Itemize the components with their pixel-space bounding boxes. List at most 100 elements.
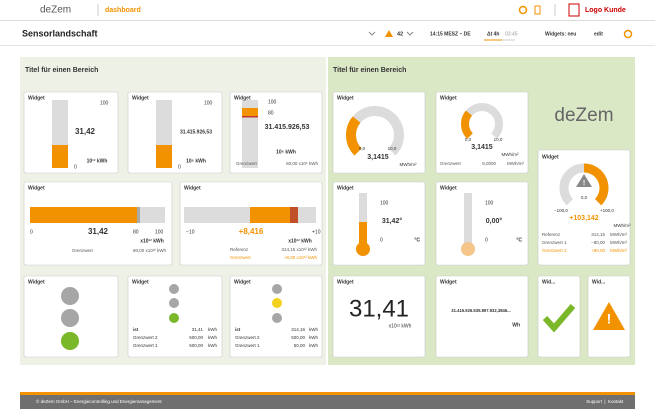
panel-title: Titel für einen Bereich [25,67,98,74]
warning-icon [593,302,625,330]
label: 314,15 x10¹² kWh [281,247,317,252]
widget-title: Widget [132,279,149,285]
indicator [272,284,282,294]
settings-icon[interactable] [623,29,633,39]
label: 31,42° [382,217,403,225]
widget-title: Widget [440,279,457,285]
label: −10 [186,229,195,235]
bar [250,207,290,223]
widget-title: Widget [234,95,251,101]
row-label: Grenzwert 1 [235,343,260,348]
row-value: −80,00 [591,240,605,245]
widget-title: Widget [28,279,45,285]
chevron[interactable] [406,31,414,36]
footer-link[interactable]: Kontakt [608,399,624,404]
gauge-arc [461,110,474,139]
interval: Δt 4h [487,31,499,37]
row-value: 50,00 [294,343,306,348]
warning-icon [576,174,592,187]
label: Grenzwert [236,161,258,166]
row-value: 31,41 [192,327,204,332]
gauge-arc [346,116,362,156]
label: 0 [74,164,77,170]
label: 0,0 [359,146,366,151]
limit-line [242,116,258,118]
widget-title: Widget [132,95,149,101]
row-label: Grenzwert 1 [542,240,567,245]
label: 0 [485,237,488,243]
footer-link[interactable]: Support [586,399,603,404]
label: 10,0 [388,146,397,151]
indicator [61,287,79,305]
widget-title: Widget [28,185,45,191]
row-unit: kWh [309,343,318,348]
label: 80,00 x10¹² kWh [133,248,167,253]
widget-title: Widget [234,279,251,285]
widget [537,275,581,358]
label: 100 [268,99,277,105]
label: 31,41 [349,295,409,322]
widget [332,181,426,266]
settings-icon[interactable] [518,5,528,15]
logout-icon[interactable] [534,5,541,15]
label: 10,0 [494,137,503,142]
customer-icon [568,3,580,17]
label: 80,00 x10⁶ kWh [286,161,318,166]
label: Grenzwert [72,248,94,253]
widget-title: Widget [440,185,457,191]
thermometer-bulb [461,242,475,256]
indicator [169,298,179,308]
label: 80 [268,110,274,116]
label: +103,142 [569,215,598,222]
row-value: 314,16 [291,327,305,332]
label: 0 [30,229,33,235]
widget-title: Widget [440,95,457,101]
label: °C [414,237,420,243]
nav-section: dashboard [105,7,141,14]
row-value: 500,00 [189,335,203,340]
label: +10 [312,229,321,235]
widget [23,91,119,174]
label: MWh/m² [614,223,631,228]
row-unit: MWh/m² [610,240,627,245]
label: 31.415.926,53 [180,129,212,135]
indicator [169,284,179,294]
bar [52,145,68,168]
bar [156,145,172,168]
label: 10¹² kWh [87,158,108,164]
label: 100 [155,229,164,235]
indicator [272,313,282,323]
limit-line [137,207,140,223]
row-label: ist [235,327,241,332]
warning-mark: ! [607,311,612,327]
widget-title: Widget [337,95,354,101]
label: Grenzwert [440,161,462,166]
row-label: Referenz [542,232,561,237]
thermometer [359,193,367,243]
widget-title: Widget [337,185,354,191]
label: 31.415.926.535.897.932,3846... [451,308,510,313]
label: Grenzwert [230,255,252,260]
widget [179,181,323,266]
row-unit: MWh/m² [610,248,627,253]
label: 3,1415 [471,144,493,151]
label: 31.415.926,53 [265,124,310,131]
alert-icon[interactable] [385,30,393,37]
indicator [169,313,179,323]
widget-title: Widget [28,95,45,101]
row-value: 500,00 [189,343,203,348]
label: MWh/m² [400,162,417,167]
label: −100,0 [554,208,568,213]
label: MWh/m² [502,152,519,157]
chevron[interactable] [368,31,376,36]
row-label: Grenzwert 2 [133,335,158,340]
widget-title: Widget [184,185,201,191]
bar [242,108,258,117]
label: 3,1415 [367,154,389,161]
label: 0,0 [465,137,472,142]
copyright: © deZem GmbH – Energiecontrolling und En… [36,398,162,404]
footer-accent [20,392,635,395]
edit-menu: edit [594,31,603,37]
label: +100,0 [600,208,614,213]
